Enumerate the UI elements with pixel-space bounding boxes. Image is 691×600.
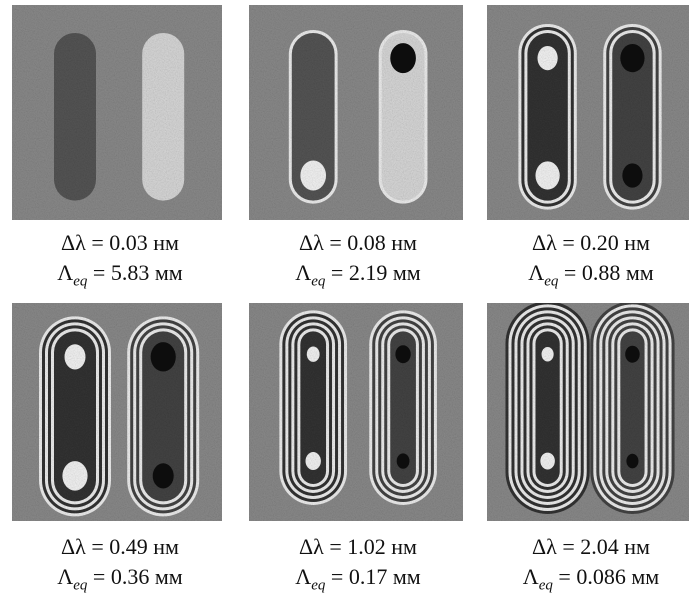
spot bbox=[538, 46, 558, 70]
spot bbox=[626, 454, 638, 469]
spot bbox=[395, 345, 410, 363]
spot bbox=[307, 347, 320, 362]
subscript: eq bbox=[539, 577, 553, 593]
subscript: eq bbox=[73, 577, 87, 593]
caption-line: Δλ = 0.08 нм bbox=[243, 228, 473, 258]
spot bbox=[622, 163, 642, 187]
interferogram bbox=[249, 5, 463, 220]
symbol: Λ bbox=[57, 564, 73, 589]
spot bbox=[620, 44, 644, 72]
caption-line: Δλ = 0.49 нм bbox=[5, 532, 235, 562]
capsule bbox=[142, 33, 184, 201]
spot bbox=[305, 452, 320, 470]
caption-line: Λeq = 0.36 мм bbox=[5, 562, 235, 600]
interferogram bbox=[12, 303, 222, 521]
caption-line: Δλ = 1.02 нм bbox=[243, 532, 473, 562]
caption-line: Δλ = 0.03 нм bbox=[5, 228, 235, 258]
figure: Δλ = 0.03 нмΛeq = 5.83 ммΔλ = 0.08 нмΛeq… bbox=[0, 0, 691, 593]
spot bbox=[625, 346, 640, 363]
caption-line: Δλ = 2.04 нм bbox=[476, 532, 691, 562]
spot bbox=[390, 43, 416, 73]
image-group bbox=[249, 303, 463, 521]
spot bbox=[62, 461, 87, 490]
symbol: Λ bbox=[523, 564, 539, 589]
line2: = 0.086 мм bbox=[558, 564, 659, 589]
capsule bbox=[54, 33, 96, 201]
line2: = 0.17 мм bbox=[331, 564, 421, 589]
symbol: Λ bbox=[528, 260, 544, 285]
image-group bbox=[487, 303, 689, 521]
spot bbox=[153, 463, 174, 488]
symbol: Λ bbox=[57, 260, 73, 285]
subscript: eq bbox=[544, 273, 558, 289]
image-group bbox=[12, 303, 222, 521]
spot bbox=[535, 161, 559, 189]
spot bbox=[151, 342, 176, 371]
spot bbox=[540, 453, 555, 470]
caption-line: Λeq = 2.19 мм bbox=[243, 258, 473, 296]
spot bbox=[65, 344, 86, 369]
caption-line: Λeq = 0.17 мм bbox=[243, 562, 473, 600]
spot bbox=[300, 161, 326, 191]
subscript: eq bbox=[311, 577, 325, 593]
image-group bbox=[487, 5, 689, 220]
interferogram bbox=[487, 5, 689, 220]
caption-line: Λeq = 5.83 мм bbox=[5, 258, 235, 296]
interferogram bbox=[487, 303, 689, 521]
caption-line: Λeq = 0.88 мм bbox=[476, 258, 691, 296]
interferogram bbox=[249, 303, 463, 521]
line2: = 0.36 мм bbox=[93, 564, 183, 589]
line2: = 0.88 мм bbox=[564, 260, 654, 285]
spot bbox=[397, 453, 410, 468]
interferogram bbox=[12, 5, 222, 220]
background bbox=[249, 5, 463, 220]
line2: = 2.19 мм bbox=[331, 260, 421, 285]
subscript: eq bbox=[73, 273, 87, 289]
image-group bbox=[12, 5, 222, 220]
caption-line: Λeq = 0.086 мм bbox=[476, 562, 691, 600]
subscript: eq bbox=[311, 273, 325, 289]
image-group bbox=[249, 5, 463, 220]
background bbox=[12, 5, 222, 220]
symbol: Λ bbox=[295, 260, 311, 285]
caption-line: Δλ = 0.20 нм bbox=[476, 228, 691, 258]
spot bbox=[542, 347, 554, 362]
symbol: Λ bbox=[295, 564, 311, 589]
line2: = 5.83 мм bbox=[93, 260, 183, 285]
